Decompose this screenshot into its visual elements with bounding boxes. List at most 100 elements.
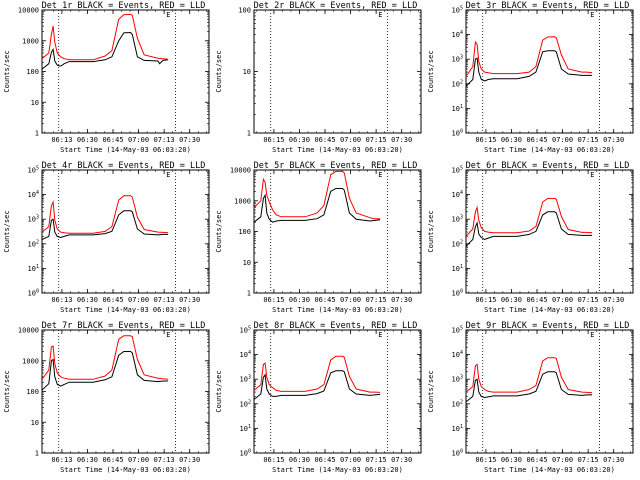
x-tick-label: 06:45 xyxy=(526,456,547,464)
x-axis-label: Start Time (14-May-03 06:03:20) xyxy=(272,306,403,314)
lld-series-line xyxy=(41,335,169,380)
y-tick-label: 101 xyxy=(452,104,463,113)
y-tick-label: 100 xyxy=(238,228,251,236)
x-axis-label: Start Time (14-May-03 06:03:20) xyxy=(60,466,191,474)
y-tick-label: 101 xyxy=(28,264,39,273)
y-tick-label: 105 xyxy=(452,326,463,335)
lld-series-line xyxy=(253,355,381,393)
marker-label: E xyxy=(166,171,170,179)
y-tick-label: 105 xyxy=(452,6,463,15)
lld-series-line xyxy=(465,357,593,394)
x-tick-label: 06:30 xyxy=(501,296,522,304)
plot-frame xyxy=(465,9,634,134)
x-tick-label: 07:15 xyxy=(578,296,599,304)
x-tick-label: 06:13 xyxy=(51,296,72,304)
panel-title: Det 3r BLACK = Events, RED = LLD xyxy=(466,1,630,11)
x-axis-label: Start Time (14-May-03 06:03:20) xyxy=(60,146,191,154)
y-tick-label: 1 xyxy=(35,450,39,458)
y-axis-label: Counts/sec xyxy=(215,370,223,412)
y-tick-label: 102 xyxy=(240,399,251,408)
plot-frame xyxy=(41,169,210,294)
x-tick-label: 06:13 xyxy=(51,136,72,144)
x-tick-label: 06:30 xyxy=(289,296,310,304)
x-tick-label: 06:45 xyxy=(102,136,123,144)
y-tick-label: 105 xyxy=(452,166,463,175)
y-axis-label: Counts/sec xyxy=(427,370,435,412)
y-tick-label: 100 xyxy=(452,449,463,458)
x-tick-label: 06:15 xyxy=(475,456,496,464)
y-tick-label: 10000 xyxy=(18,327,39,335)
x-tick-label: 07:30 xyxy=(603,296,624,304)
x-axis-label: Start Time (14-May-03 06:03:20) xyxy=(484,146,615,154)
y-axis-label: Counts/sec xyxy=(3,370,11,412)
x-tick-label: 07:00 xyxy=(552,456,573,464)
x-tick-label: 06:45 xyxy=(102,296,123,304)
y-tick-label: 100 xyxy=(452,129,463,138)
y-tick-label: 1 xyxy=(247,130,251,138)
panel-title: Det 6r BLACK = Events, RED = LLD xyxy=(466,161,630,171)
lld-series-line xyxy=(41,13,169,61)
x-tick-label: 07:30 xyxy=(391,296,412,304)
x-tick-label: 07:15 xyxy=(366,136,387,144)
y-axis-label: Counts/sec xyxy=(215,210,223,252)
events-series-line xyxy=(41,351,169,391)
x-tick-label: 06:30 xyxy=(501,456,522,464)
x-tick-label: 06:15 xyxy=(475,136,496,144)
x-axis-label: Start Time (14-May-03 06:03:20) xyxy=(60,306,191,314)
x-tick-label: 07:30 xyxy=(391,456,412,464)
x-tick-label: 06:30 xyxy=(77,296,98,304)
plot-frame xyxy=(253,329,422,454)
x-tick-label: 07:13 xyxy=(154,456,175,464)
x-tick-label: 07:15 xyxy=(366,456,387,464)
x-tick-label: 07:30 xyxy=(179,456,200,464)
y-tick-label: 104 xyxy=(452,30,463,39)
x-tick-label: 07:30 xyxy=(603,456,624,464)
y-tick-label: 101 xyxy=(452,264,463,273)
y-tick-label: 100 xyxy=(26,68,39,76)
y-tick-label: 1000 xyxy=(234,197,251,205)
marker-label: E xyxy=(166,11,170,19)
marker-label: E xyxy=(590,331,594,339)
x-axis-label: Start Time (14-May-03 06:03:20) xyxy=(484,466,615,474)
x-tick-label: 07:13 xyxy=(154,296,175,304)
events-series-line xyxy=(465,371,593,403)
y-tick-label: 105 xyxy=(28,166,39,175)
y-tick-label: 1 xyxy=(247,290,251,298)
y-tick-label: 1 xyxy=(35,130,39,138)
y-tick-label: 101 xyxy=(452,424,463,433)
y-axis-label: Counts/sec xyxy=(3,50,11,92)
x-tick-label: 07:00 xyxy=(340,136,361,144)
panel-title: Det 4r BLACK = Events, RED = LLD xyxy=(42,161,206,171)
plot-frame xyxy=(41,9,210,134)
y-tick-label: 100 xyxy=(452,289,463,298)
y-tick-label: 10000 xyxy=(230,167,251,175)
marker-label: E xyxy=(378,331,382,339)
y-tick-label: 102 xyxy=(452,79,463,88)
plot-frame xyxy=(465,169,634,294)
lld-series-line xyxy=(41,195,169,234)
x-tick-label: 06:45 xyxy=(314,136,335,144)
y-tick-label: 101 xyxy=(240,424,251,433)
marker-label: E xyxy=(590,171,594,179)
panel-title: Det 8r BLACK = Events, RED = LLD xyxy=(254,321,418,331)
y-tick-label: 102 xyxy=(452,399,463,408)
marker-label: E xyxy=(378,11,382,19)
x-tick-label: 07:30 xyxy=(603,136,624,144)
panel-title: Det 1r BLACK = Events, RED = LLD xyxy=(42,1,206,11)
events-series-line xyxy=(41,31,169,70)
y-tick-label: 104 xyxy=(452,350,463,359)
y-tick-label: 100 xyxy=(28,289,39,298)
x-tick-label: 07:00 xyxy=(340,296,361,304)
y-tick-label: 104 xyxy=(452,190,463,199)
y-tick-label: 104 xyxy=(28,190,39,199)
y-tick-label: 100 xyxy=(26,388,39,396)
events-series-line xyxy=(253,370,381,400)
y-tick-label: 103 xyxy=(452,375,463,384)
y-axis-label: Counts/sec xyxy=(215,50,223,92)
x-tick-label: 07:00 xyxy=(128,136,149,144)
